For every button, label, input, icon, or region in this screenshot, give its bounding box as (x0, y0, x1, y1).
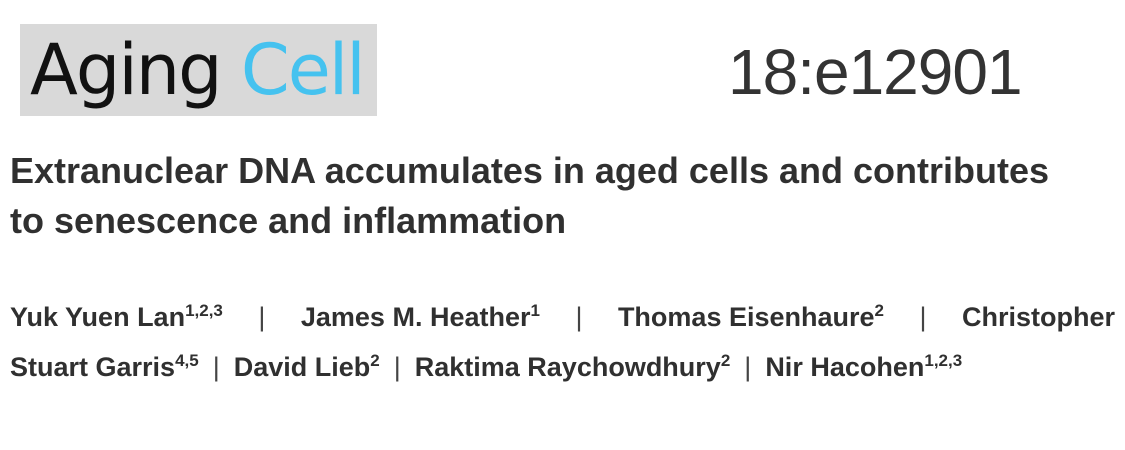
author: David Lieb2 (234, 342, 380, 392)
author-separator: | (393, 352, 401, 382)
author-affiliation: 2 (370, 351, 380, 370)
author-line-2: Stuart Garris4,5 | David Lieb2 | Raktima… (10, 342, 1115, 392)
author-name: Raktima Raychowdhury (414, 352, 721, 382)
journal-logo-text: Aging Cell (30, 35, 366, 105)
author-separator: | (919, 302, 927, 332)
author-affiliation: 2 (720, 351, 731, 370)
author-name: Stuart Garris (10, 352, 176, 382)
author-affiliation: 1,2,3 (185, 301, 223, 320)
author-separator: | (575, 302, 583, 332)
author-affiliation: 1 (530, 301, 540, 320)
author: Yuk Yuen Lan1,2,3 (10, 292, 223, 342)
author-affiliation: 4,5 (175, 351, 199, 370)
author-separator: | (212, 352, 220, 382)
article-citation: 18:e12901 (728, 36, 1023, 108)
author-name: Thomas Eisenhaure (617, 302, 875, 332)
article-title-line-2: to senescence and inflammation (10, 200, 567, 241)
author-affiliation: 1,2,3 (924, 351, 963, 370)
author: Raktima Raychowdhury2 (415, 342, 731, 392)
article-title: Extranuclear DNA accumulates in aged cel… (10, 146, 1115, 246)
journal-name-aging: Aging (30, 29, 223, 111)
author-name: James M. Heather (300, 302, 531, 332)
author-list: Yuk Yuen Lan1,2,3 | James M. Heather1 | … (10, 292, 1115, 392)
author-separator: | (258, 302, 266, 332)
author: Stuart Garris4,5 (10, 342, 199, 392)
article-title-line-1: Extranuclear DNA accumulates in aged cel… (10, 150, 1049, 191)
author-name: Nir Hacohen (765, 352, 925, 382)
author: James M. Heather1 (301, 292, 540, 342)
author: Nir Hacohen1,2,3 (765, 342, 962, 392)
author: Christopher (962, 292, 1115, 342)
author-name: Yuk Yuen Lan (10, 302, 186, 332)
author-name: David Lieb (233, 352, 371, 382)
journal-logo: Aging Cell (20, 24, 377, 116)
journal-name-cell: Cell (240, 29, 366, 111)
author-affiliation: 2 (874, 301, 884, 320)
author-separator: | (744, 352, 752, 382)
author: Thomas Eisenhaure2 (618, 292, 884, 342)
author-line-1: Yuk Yuen Lan1,2,3 | James M. Heather1 | … (10, 292, 1115, 342)
author-name: Christopher (961, 302, 1115, 332)
